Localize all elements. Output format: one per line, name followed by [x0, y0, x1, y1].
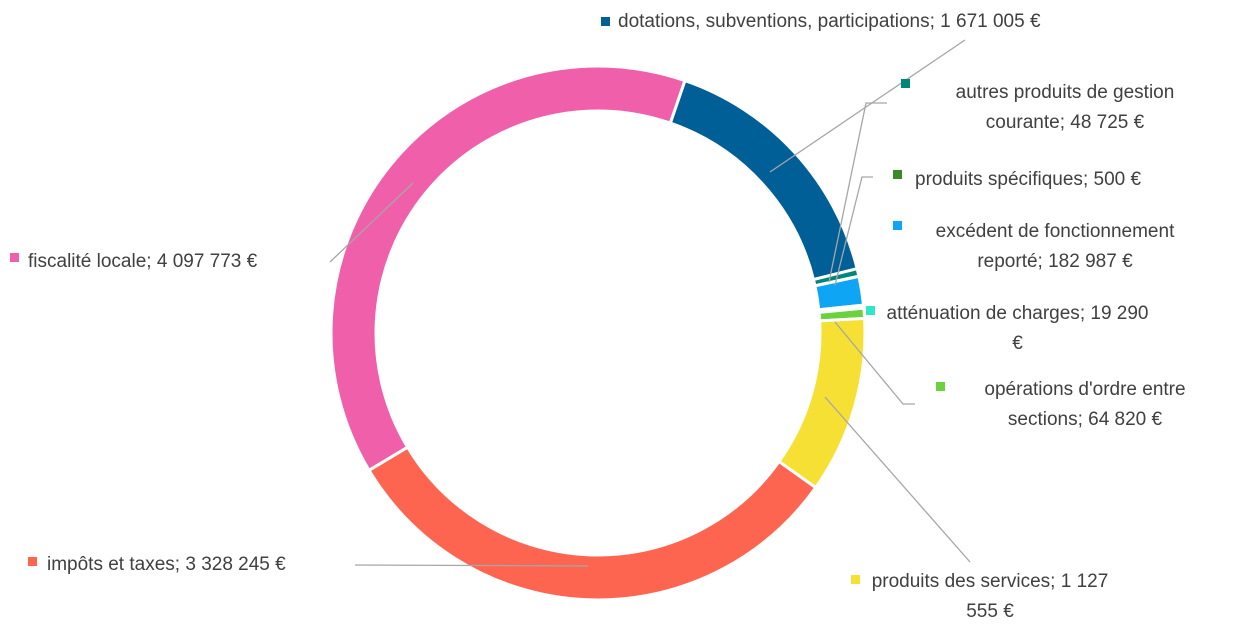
leader-line: [354, 564, 589, 567]
legend-marker: [866, 306, 875, 315]
legend-marker: [936, 382, 945, 391]
label-category: opérations d'ordre entre sections: [984, 379, 1186, 430]
leader-line: [834, 176, 873, 286]
label-value: 3 328 245 €: [185, 554, 286, 575]
legend-marker: [901, 79, 910, 88]
leader-line: [828, 102, 887, 283]
label-separator: ;: [1082, 169, 1094, 190]
label-value: 500 €: [1093, 169, 1142, 190]
leader-line: [834, 321, 915, 405]
label-value: 1 127 555 €: [966, 571, 1109, 622]
data-label: opérations d'ordre entre sections; 64 82…: [950, 375, 1220, 435]
label-separator: ;: [1079, 303, 1091, 324]
legend-marker: [601, 17, 610, 26]
label-value: 182 987 €: [1048, 251, 1133, 272]
donut-slice: [776, 316, 867, 490]
data-label: atténuation de charges; 19 290 €: [880, 299, 1155, 359]
label-value: 19 290 €: [1012, 303, 1149, 354]
legend-marker: [10, 253, 19, 262]
label-separator: ;: [1077, 409, 1089, 430]
label-separator: ;: [929, 11, 941, 32]
label-category: dotations, subventions, participations: [618, 11, 930, 32]
donut-slice: [329, 64, 687, 473]
label-value: 4 097 773 €: [156, 251, 258, 272]
label-category: produits des services: [871, 571, 1051, 592]
legend-marker: [851, 575, 860, 584]
label-separator: ;: [1059, 112, 1071, 133]
data-label: autres produits de gestion courante; 48 …: [915, 78, 1215, 138]
leader-line: [329, 182, 414, 263]
label-value: 48 725 €: [1070, 112, 1145, 133]
data-label: produits des services; 1 127 555 €: [865, 567, 1115, 627]
legend-marker: [893, 221, 902, 230]
data-label: excédent de fonctionnement reporté; 182 …: [905, 217, 1205, 277]
label-category: atténuation de charges: [886, 303, 1080, 324]
label-category: produits spécifiques: [915, 169, 1083, 190]
data-label: produits spécifiques; 500 €: [915, 165, 1195, 195]
data-label: impôts et taxes; 3 328 245 €: [47, 550, 377, 580]
leader-line: [769, 39, 966, 173]
leader-line: [824, 396, 971, 563]
label-separator: ;: [146, 251, 157, 272]
label-separator: ;: [174, 554, 186, 575]
legend-marker: [28, 557, 37, 566]
data-label: dotations, subventions, participations; …: [618, 7, 1198, 37]
label-value: 1 671 005 €: [940, 11, 1041, 32]
label-separator: ;: [1050, 571, 1061, 592]
label-category: impôts et taxes: [47, 554, 175, 575]
label-category: autres produits de gestion courante: [955, 82, 1175, 133]
donut-slice: [668, 78, 859, 282]
donut-slice: [366, 445, 818, 602]
legend-marker: [893, 170, 902, 179]
data-label: fiscalité locale; 4 097 773 €: [28, 247, 348, 277]
label-value: 64 820 €: [1088, 409, 1163, 430]
label-category: excédent de fonctionnement reporté: [935, 221, 1175, 272]
label-category: fiscalité locale: [28, 251, 147, 272]
label-separator: ;: [1037, 251, 1049, 272]
